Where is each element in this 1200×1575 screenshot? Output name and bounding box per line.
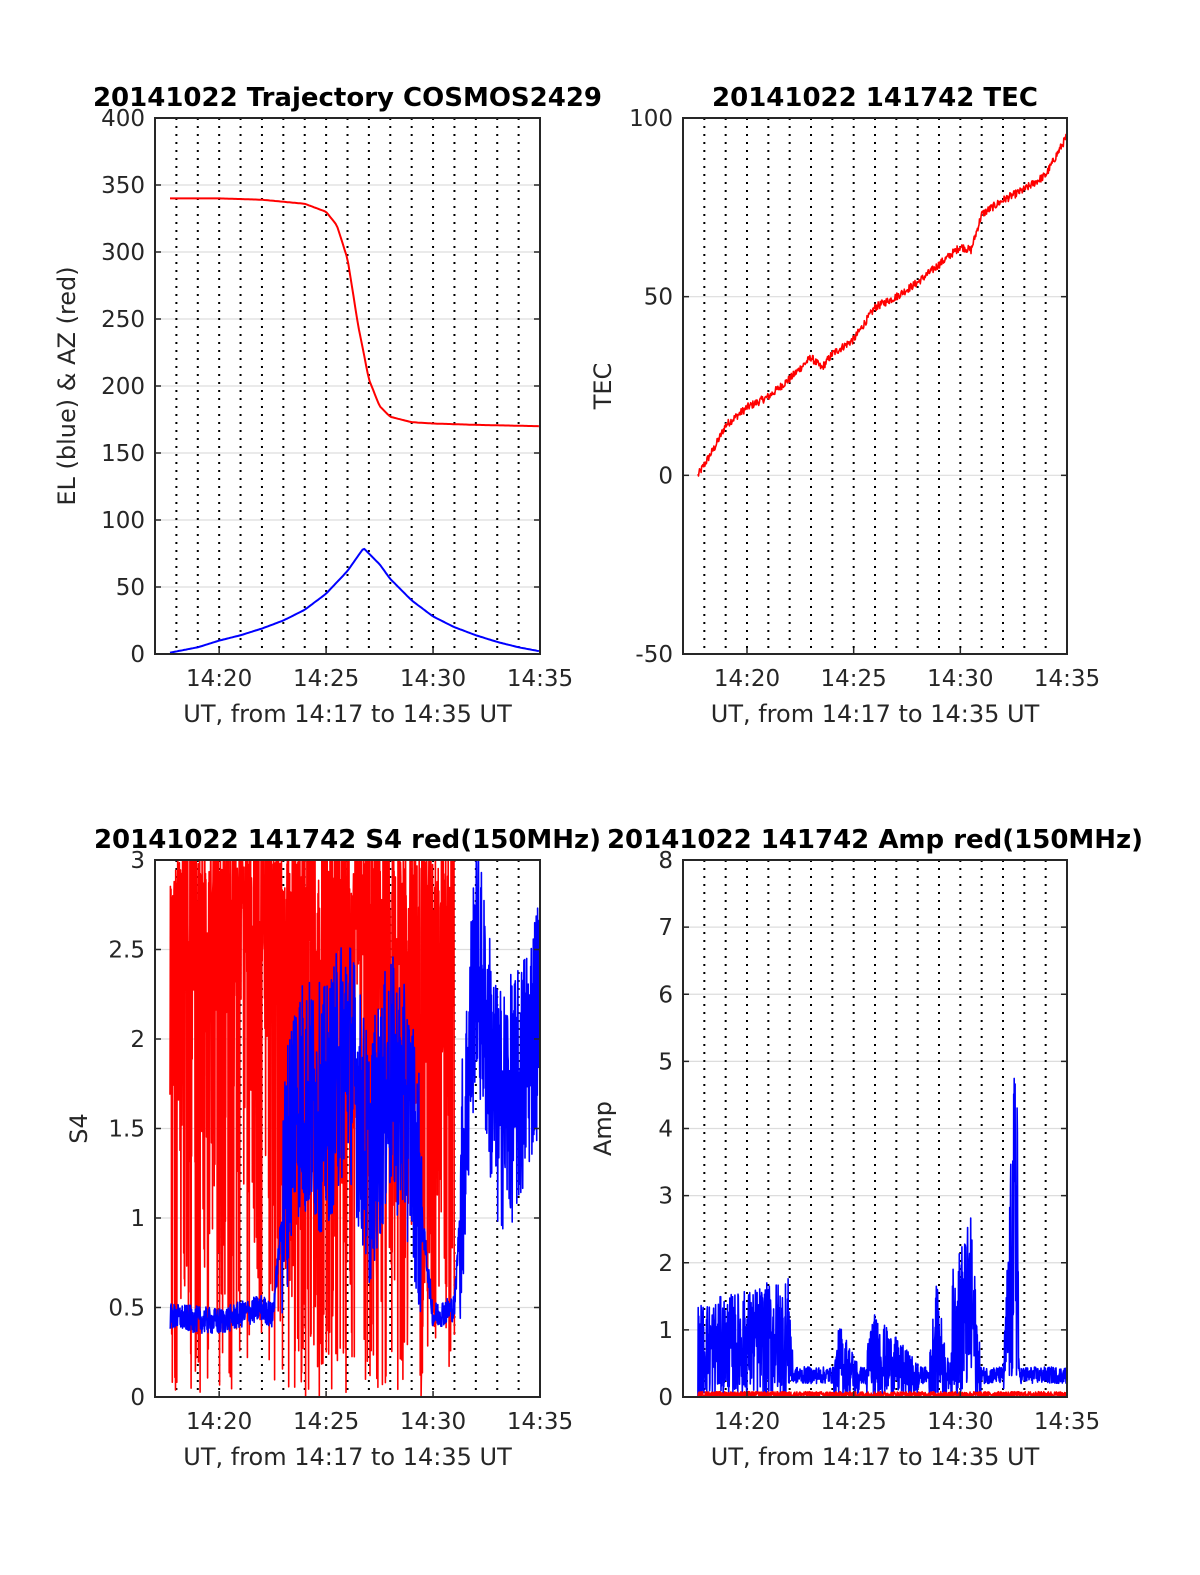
chart-panel-4: 0 1 2 3 4 5 6 7 8 14:20 14:25 14:30 14:35 20141022 14…	[589, 825, 1143, 1471]
x-tick-label: 14:20	[186, 1409, 252, 1435]
x-tick-label: 14:30	[927, 666, 993, 692]
y-tick-label: 50	[644, 285, 673, 311]
y-tick-label: 4	[658, 1117, 673, 1143]
chart-title: 20141022 141742 TEC	[712, 83, 1038, 113]
chart-panel-3: 0 0.5 1 1.5 2 2.5 3 14:20 14:25 14:30 14:35 2014102…	[65, 825, 601, 1471]
y-tick-label: 50	[116, 575, 145, 601]
y-tick-label: 8	[658, 848, 673, 874]
series-line-2	[169, 860, 540, 1334]
y-axis-label: Amp	[589, 1101, 617, 1156]
y-tick-label: -50	[635, 642, 673, 668]
x-axis-label: UT, from 14:17 to 14:35 UT	[711, 1443, 1040, 1471]
chart-title: 20141022 Trajectory COSMOS2429	[93, 83, 602, 113]
y-tick-label: 1	[130, 1206, 145, 1232]
series-line-1	[170, 197, 539, 428]
plot-frame	[682, 117, 1068, 655]
y-tick-label: 0	[658, 463, 673, 489]
y-axis-label: EL (blue) & AZ (red)	[53, 266, 81, 505]
y-tick-label: 0	[130, 642, 145, 668]
y-tick-label: 2	[130, 1027, 145, 1053]
x-tick-label: 14:25	[821, 1409, 887, 1435]
y-tick-label: 150	[101, 441, 145, 467]
x-tick-label: 14:30	[400, 666, 466, 692]
y-tick-label: 3	[658, 1184, 673, 1210]
x-tick-label: 14:25	[821, 666, 887, 692]
y-tick-label: 2.5	[108, 938, 145, 964]
x-tick-label: 14:30	[400, 1409, 466, 1435]
x-tick-label: 14:20	[186, 666, 252, 692]
chart-title: 20141022 141742 S4 red(150MHz)	[94, 825, 601, 855]
y-tick-label: 0	[130, 1385, 145, 1411]
y-tick-label: 7	[658, 915, 673, 941]
series-line-2	[169, 547, 540, 654]
y-tick-label: 3	[130, 848, 145, 874]
x-tick-label: 14:30	[927, 1409, 993, 1435]
y-tick-label: 100	[101, 508, 145, 534]
y-tick-label: 1	[658, 1318, 673, 1344]
chart-title: 20141022 141742 Amp red(150MHz)	[607, 825, 1143, 855]
y-tick-label: 5	[658, 1049, 673, 1075]
y-tick-label: 0.5	[108, 1296, 145, 1322]
y-tick-label: 250	[101, 307, 145, 333]
x-tick-label: 14:35	[1034, 1409, 1100, 1435]
y-tick-label: 6	[658, 982, 673, 1008]
y-tick-label: 400	[101, 106, 145, 132]
y-tick-label: 0	[658, 1385, 673, 1411]
y-tick-label: 300	[101, 240, 145, 266]
y-axis-label: TEC	[589, 363, 617, 411]
x-tick-label: 14:35	[507, 666, 573, 692]
x-axis-label: UT, from 14:17 to 14:35 UT	[183, 700, 512, 728]
x-tick-label: 14:20	[714, 1409, 780, 1435]
x-tick-label: 14:25	[293, 1409, 359, 1435]
x-axis-label: UT, from 14:17 to 14:35 UT	[711, 700, 1040, 728]
y-axis-label: S4	[65, 1113, 93, 1144]
series-line-1	[697, 1077, 1067, 1397]
y-tick-label: 100	[629, 106, 673, 132]
x-tick-label: 14:25	[293, 666, 359, 692]
y-tick-label: 350	[101, 173, 145, 199]
x-tick-label: 14:20	[714, 666, 780, 692]
y-tick-label: 1.5	[108, 1117, 145, 1143]
chart-panel-1: 0 50 100 150 200 250 300 350 400 14:20 14:25 14:30 1…	[53, 83, 602, 728]
y-tick-label: 200	[101, 374, 145, 400]
x-tick-label: 14:35	[1034, 666, 1100, 692]
chart-panel-2: -50 0 50 100 14:20 14:25 14:30 14:35 20141022 14…	[589, 83, 1100, 728]
x-axis-label: UT, from 14:17 to 14:35 UT	[183, 1443, 512, 1471]
series-line-1	[697, 132, 1067, 477]
x-tick-label: 14:35	[507, 1409, 573, 1435]
y-tick-label: 2	[658, 1251, 673, 1277]
